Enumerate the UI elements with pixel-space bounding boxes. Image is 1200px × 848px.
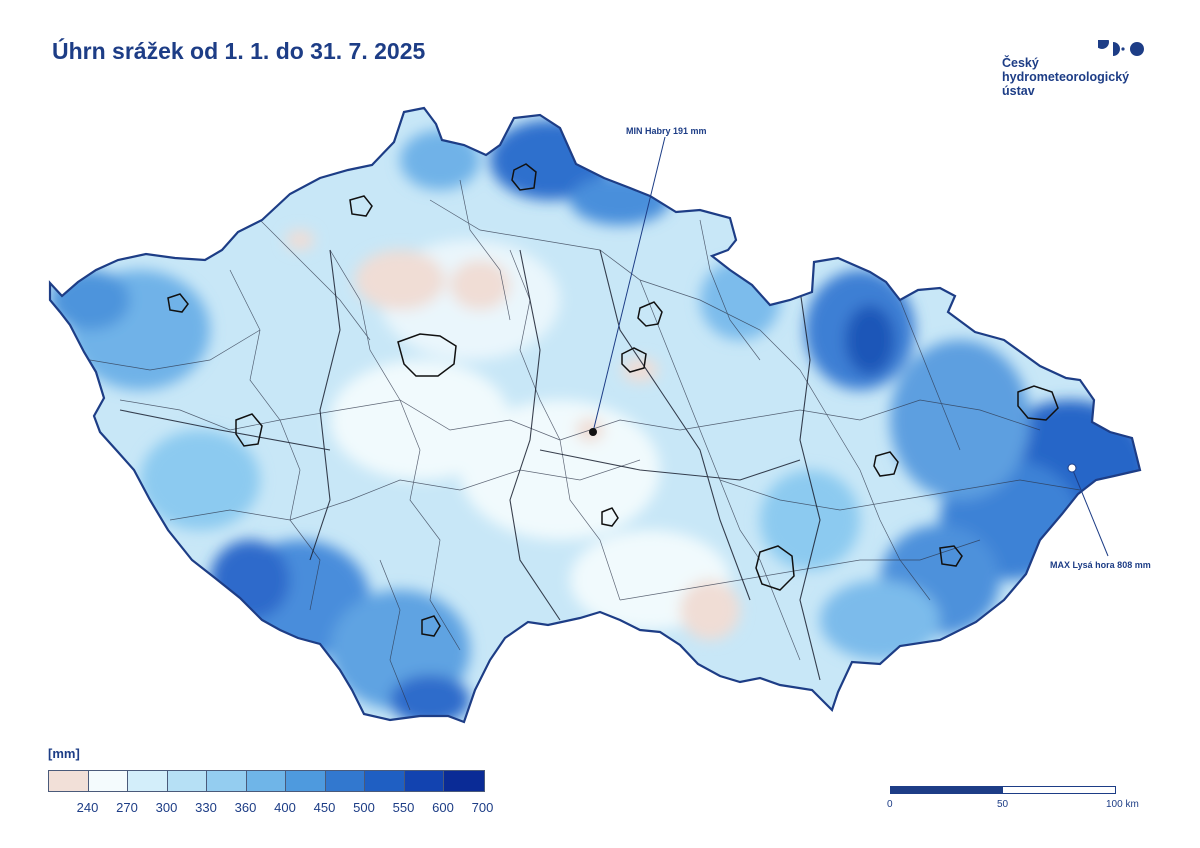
city-budejovice-outline [421,615,441,637]
legend-swatch [207,771,247,791]
scale-label-100: 100 km [1106,799,1139,810]
city-outlines [167,163,1059,637]
city-karlovy-vary-outline [167,293,189,313]
legend-label: 550 [392,800,415,815]
legend-swatch [365,771,405,791]
max-annotation: MAX Lysá hora 808 mm [1050,463,1151,570]
city-praha-outline [397,333,457,377]
legend-label: 300 [155,800,178,815]
legend-label: 240 [76,800,99,815]
legend-unit: [mm] [48,746,80,761]
city-ostrava-outline [1017,385,1059,421]
legend-label: 500 [353,800,375,815]
max-label: MAX Lysá hora 808 mm [1050,560,1151,570]
legend-label: 270 [116,800,138,815]
legend-swatch [49,771,89,791]
scale-bar-dark-segment [891,787,1003,793]
city-hradec-outline [637,301,663,327]
logo-line-2: hydrometeorologický [1002,70,1130,84]
logo-dots-icon [1098,40,1144,56]
region-boundaries [119,249,821,681]
chmi-logo: Český hydrometeorologický ústav [1002,40,1162,110]
legend-label: 700 [471,800,494,815]
legend-swatch [246,771,286,791]
legend-swatch [88,771,128,791]
city-pardubice-outline [621,347,647,373]
city-olomouc-outline [873,451,899,477]
min-label: MIN Habry 191 mm [626,126,707,136]
legend-swatch [128,771,168,791]
city-liberec-outline [511,163,537,191]
city-plzen-outline [235,413,263,447]
legend-swatch [404,771,444,791]
min-annotation: MIN Habry 191 mm [589,126,707,436]
city-brno-outline [755,545,795,591]
legend-swatch [444,771,484,791]
city-zlin-outline [939,545,963,567]
legend-label: 360 [234,800,257,815]
precipitation-field [50,108,1140,722]
legend-label: 450 [313,800,336,815]
legend-swatch [286,771,326,791]
min-marker-icon [589,428,597,436]
legend-label: 400 [274,800,296,815]
city-jihlava-outline [601,507,619,527]
scale-bar [890,786,1116,794]
legend-swatch [325,771,365,791]
city-usti-outline [349,195,373,217]
scale-label-0: 0 [887,799,893,810]
legend-label: 600 [432,800,454,815]
logo-line-1: Český [1002,56,1039,70]
map-title: Úhrn srážek od 1. 1. do 31. 7. 2025 [52,38,426,64]
legend-swatch [167,771,207,791]
legend-label: 330 [195,800,217,815]
district-boundaries [89,179,1081,711]
logo-line-3: ústav [1002,84,1035,98]
max-marker-icon [1067,463,1077,473]
scale-label-50: 50 [997,799,1009,810]
legend-color-bar [48,770,485,792]
